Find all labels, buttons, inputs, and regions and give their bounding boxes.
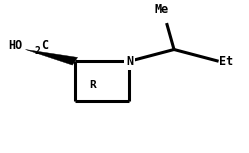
Text: C: C — [42, 39, 49, 52]
Text: Et: Et — [219, 55, 233, 68]
Polygon shape — [25, 50, 77, 65]
Text: Me: Me — [155, 3, 169, 16]
Text: 2: 2 — [34, 46, 40, 56]
Text: HO: HO — [8, 39, 22, 52]
Text: R: R — [89, 80, 96, 90]
Text: N: N — [126, 55, 133, 68]
